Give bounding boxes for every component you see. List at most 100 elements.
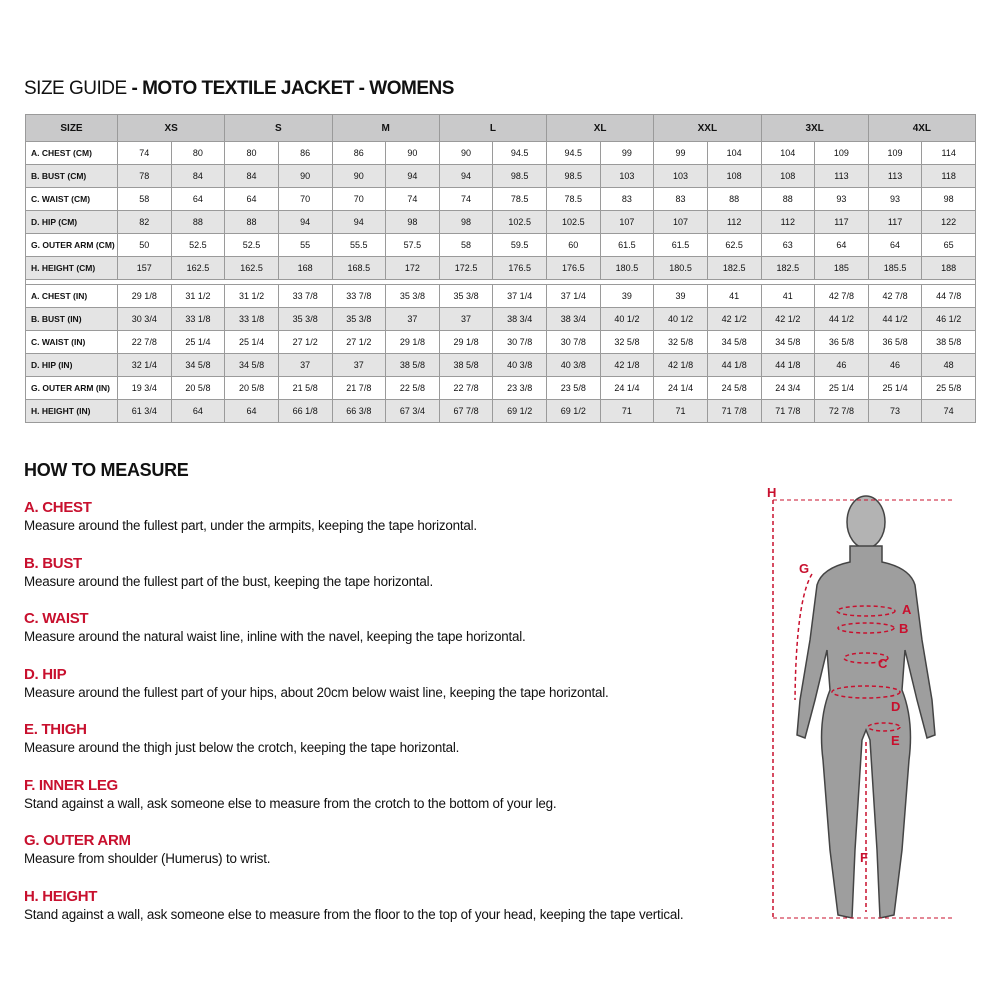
cell: 38 3/4 <box>546 307 601 331</box>
measure-title: D. HIP <box>24 665 67 683</box>
measure-item: G. OUTER ARM Measure from shoulder (Humer… <box>24 832 683 888</box>
cell: 70 <box>277 187 333 211</box>
measure-title: A. CHEST <box>24 499 92 516</box>
cell: 168 <box>277 256 333 280</box>
figure-head <box>846 495 886 549</box>
cell: 25 1/4 <box>224 330 279 354</box>
cell: 98 <box>438 210 494 234</box>
measure-item: E. THIGH Measure around the thigh just be… <box>24 721 683 777</box>
cell: 118 <box>921 164 976 188</box>
cell: 48 <box>921 353 976 377</box>
size-name: 3XL <box>760 114 869 142</box>
cell: 98 <box>385 210 440 234</box>
cell: 44 1/8 <box>760 353 816 377</box>
cell: 84 <box>224 164 279 188</box>
table-row: B. BUST (IN) 30 3/4 33 1/8 33 1/8 35 3/8 35 3… <box>25 307 976 331</box>
cell: 42 7/8 <box>814 284 869 308</box>
size-name: S <box>224 114 333 142</box>
cell: 34 5/8 <box>224 353 279 377</box>
measure-item: H. HEIGHT Stand against a wall, ask someo… <box>24 888 684 944</box>
figure-label: E <box>891 733 900 748</box>
thigh-line <box>867 722 901 732</box>
cell: 25 5/8 <box>921 376 976 400</box>
row-label: H. HEIGHT (IN) <box>25 399 118 423</box>
measure-text: Stand against a wall, ask someone else t… <box>24 906 684 922</box>
table-row: D. HIP (IN) 32 1/4 34 5/8 34 5/8 37 37 38 5/8 3… <box>25 353 976 377</box>
figure-label: F <box>860 850 868 865</box>
cell: 35 3/8 <box>277 307 333 331</box>
chest-line <box>836 605 896 617</box>
cell: 122 <box>921 210 976 234</box>
cell: 64 <box>170 399 226 423</box>
cell: 117 <box>814 210 869 234</box>
cell: 82 <box>117 210 172 234</box>
figure-label: A <box>902 602 912 617</box>
cell: 172 <box>385 256 440 280</box>
cell: 41 <box>760 284 816 308</box>
measure-item: F. INNER LEG Stand against a wall, ask so… <box>24 777 683 833</box>
measure-text: Measure around the fullest part of the b… <box>24 573 433 589</box>
figure-body <box>796 545 936 919</box>
cell: 94.5 <box>492 141 547 165</box>
cell: 44 1/8 <box>706 353 762 377</box>
measure-item: D. HIP Measure around the fullest part of… <box>24 666 683 722</box>
figure-label: C <box>878 656 888 671</box>
cell: 94 <box>277 210 333 234</box>
figure-label: B <box>899 621 908 636</box>
cell: 71 7/8 <box>760 399 816 423</box>
cell: 32 1/4 <box>117 353 172 377</box>
cell: 185 <box>814 256 869 280</box>
cell: 37 <box>385 307 440 331</box>
size-header: SIZE <box>25 114 118 142</box>
cell: 182.5 <box>706 256 762 280</box>
cell: 69 1/2 <box>492 399 547 423</box>
row-label: B. BUST (CM) <box>25 164 118 188</box>
cell: 37 1/4 <box>492 284 547 308</box>
cell: 66 1/8 <box>277 399 333 423</box>
measure-title: F. INNER LEG <box>24 776 118 794</box>
cell: 168.5 <box>331 256 387 280</box>
cell: 102.5 <box>546 210 601 234</box>
cell: 73 <box>867 399 923 423</box>
measure-text: Measure around the fullest part, under t… <box>24 518 477 533</box>
cell: 62.5 <box>706 233 762 257</box>
cell: 69 1/2 <box>546 399 601 423</box>
figure-label: G <box>799 561 809 576</box>
cell: 90 <box>277 164 333 188</box>
table-row: H. HEIGHT (IN) 61 3/4 64 64 66 1/8 66 3/8 67 3… <box>25 399 976 423</box>
measure-text: Measure around the natural waist line, i… <box>24 629 526 644</box>
header-row: SIZE XS S M L XL XXL 3XL 4XL <box>25 114 977 142</box>
cell: 188 <box>921 256 976 280</box>
cell: 40 1/2 <box>599 307 655 331</box>
title: SIZE GUIDE - MOTO TEXTILE JACKET - WOMEN… <box>24 78 454 100</box>
size-name: 4XL <box>867 114 977 142</box>
cell: 88 <box>224 210 279 234</box>
cell: 172.5 <box>438 256 494 280</box>
hip-line <box>831 685 901 699</box>
measure-title: B. BUST <box>24 554 82 572</box>
measure-item: B. BUST Measure around the fullest part o… <box>24 555 683 611</box>
cell: 113 <box>867 164 923 188</box>
cell: 42 1/8 <box>653 353 708 377</box>
row-label: H. HEIGHT (CM) <box>25 256 118 280</box>
cell: 157 <box>117 256 172 280</box>
measure-text: Measure around the fullest part of your … <box>24 684 609 700</box>
row-label: B. BUST (IN) <box>25 307 118 331</box>
waist-line <box>843 652 889 664</box>
measure-item: A. CHEST Measure around the fullest part,… <box>24 499 683 555</box>
measure-text: Stand against a wall, ask someone else t… <box>24 795 557 811</box>
measure-list: A. CHEST Measure around the fullest part,… <box>24 499 684 944</box>
cell: 117 <box>867 210 923 234</box>
cell: 27 1/2 <box>277 330 333 354</box>
cell: 84 <box>170 164 226 188</box>
measure-lines <box>772 499 955 919</box>
cell: 46 <box>867 353 923 377</box>
cell: 90 <box>385 141 440 165</box>
cell: 88 <box>760 187 816 211</box>
row-label: C. WAIST (IN) <box>25 330 118 354</box>
cell: 67 3/4 <box>385 399 440 423</box>
size-table: SIZE XS S M L XL XXL 3XL 4XL A. CHEST (CM) 74 80 80 8… <box>25 114 977 423</box>
measure-item: C. WAIST Measure around the natural waist… <box>24 610 683 666</box>
cell: 37 <box>277 353 333 377</box>
